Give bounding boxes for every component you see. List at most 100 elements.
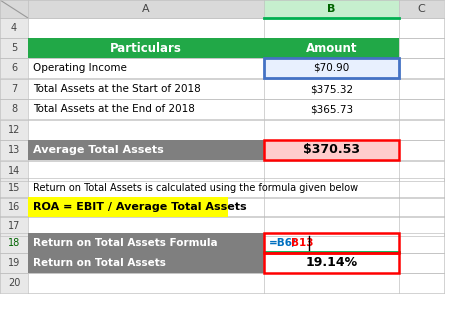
Bar (399, 140, 444, 160)
Bar (0, 0, 28, 18)
Bar (28, 253, 264, 273)
Bar (399, 79, 444, 99)
Text: 4: 4 (11, 23, 17, 33)
Text: Amount: Amount (306, 42, 357, 54)
Bar (264, 253, 399, 273)
Bar (264, 197, 399, 217)
Bar (399, 178, 444, 198)
Bar (264, 79, 399, 99)
Text: 6: 6 (11, 63, 17, 73)
Text: 19: 19 (8, 258, 20, 268)
Text: Operating Income: Operating Income (33, 63, 127, 73)
Bar (0, 253, 28, 273)
Bar (0, 38, 28, 58)
Bar (0, 120, 28, 140)
Text: =B6/: =B6/ (269, 238, 297, 248)
Bar (28, 178, 264, 198)
Text: 14: 14 (8, 166, 20, 176)
Bar (264, 58, 399, 78)
Text: 12: 12 (8, 125, 20, 135)
Bar (264, 178, 399, 198)
Text: 5: 5 (11, 43, 17, 53)
Text: Return on Total Assets: Return on Total Assets (33, 258, 166, 268)
Text: A: A (142, 4, 150, 14)
Bar (399, 253, 444, 273)
Bar (0, 58, 28, 78)
Bar (399, 120, 444, 140)
Text: $375.32: $375.32 (310, 84, 353, 94)
Bar (264, 120, 399, 140)
Bar (28, 161, 264, 181)
Bar (399, 0, 444, 18)
Text: 17: 17 (8, 221, 20, 231)
Bar (28, 38, 264, 58)
Bar (399, 197, 444, 217)
Bar (0, 233, 28, 253)
Bar (28, 0, 264, 18)
Text: Return on Total Assets is calculated using the formula given below: Return on Total Assets is calculated usi… (33, 183, 358, 193)
Bar (264, 0, 399, 18)
Text: 8: 8 (11, 104, 17, 114)
Bar (0, 161, 28, 181)
Bar (0, 197, 28, 217)
Bar (28, 38, 264, 58)
Bar (28, 197, 264, 217)
Bar (28, 253, 264, 273)
Bar (264, 140, 399, 160)
Bar (0, 99, 28, 119)
Text: C: C (418, 4, 425, 14)
Bar (264, 273, 399, 293)
Bar (0, 18, 28, 38)
Bar (28, 233, 264, 253)
Bar (28, 79, 264, 99)
Bar (264, 18, 399, 38)
Text: Return on Total Assets Formula: Return on Total Assets Formula (33, 238, 218, 248)
Bar (28, 273, 264, 293)
Bar (28, 99, 264, 119)
Bar (264, 140, 399, 160)
Text: Total Assets at the Start of 2018: Total Assets at the Start of 2018 (33, 84, 201, 94)
Bar (0, 216, 28, 236)
Bar (264, 38, 399, 58)
Bar (0, 79, 28, 99)
Text: B: B (328, 4, 336, 14)
Text: $70.90: $70.90 (313, 63, 350, 73)
Text: $365.73: $365.73 (310, 104, 353, 114)
Bar (264, 99, 399, 119)
Text: 16: 16 (8, 202, 20, 212)
Bar (28, 120, 264, 140)
Bar (28, 58, 264, 78)
Text: 19.14%: 19.14% (305, 257, 357, 269)
Bar (264, 58, 399, 78)
Bar (264, 253, 399, 273)
Bar (28, 140, 264, 160)
Bar (0, 140, 28, 160)
Text: 18: 18 (8, 238, 20, 248)
Text: 15: 15 (8, 183, 20, 193)
Bar (399, 58, 444, 78)
Bar (264, 58, 399, 78)
Text: 7: 7 (11, 84, 17, 94)
Bar (0, 178, 28, 198)
Bar (264, 233, 399, 253)
Bar (264, 161, 399, 181)
Text: $370.53: $370.53 (303, 143, 360, 156)
Bar (399, 233, 444, 253)
Bar (28, 216, 264, 236)
Bar (28, 233, 264, 253)
Bar (0, 273, 28, 293)
Text: 13: 13 (8, 145, 20, 155)
Text: 20: 20 (8, 278, 20, 288)
Bar (399, 216, 444, 236)
Text: Total Assets at the End of 2018: Total Assets at the End of 2018 (33, 104, 195, 114)
Text: Particulars: Particulars (110, 42, 182, 54)
Bar (264, 38, 399, 58)
Bar (399, 18, 444, 38)
Text: B13: B13 (291, 238, 313, 248)
Bar (399, 161, 444, 181)
Bar (28, 197, 228, 217)
Bar (264, 253, 399, 273)
Text: Average Total Assets: Average Total Assets (33, 145, 164, 155)
Bar (264, 216, 399, 236)
Bar (264, 233, 399, 253)
